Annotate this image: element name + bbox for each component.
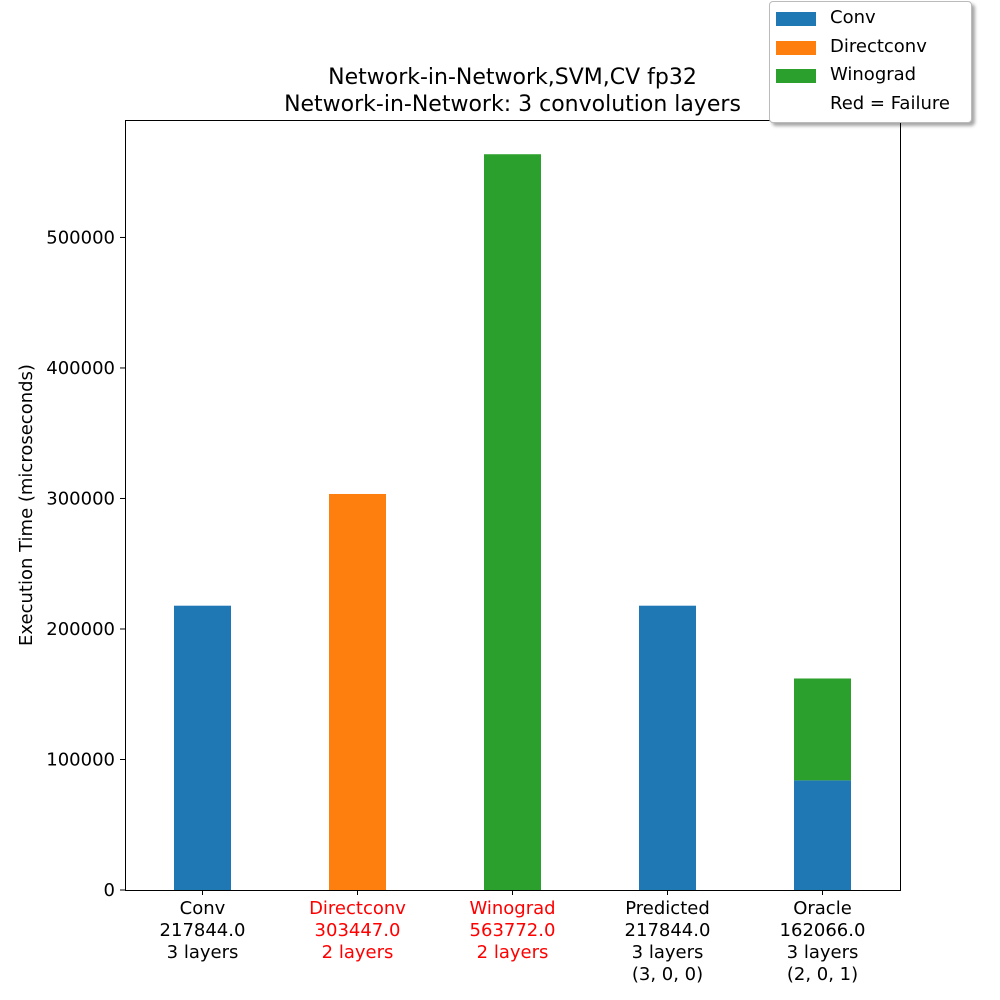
legend-label-conv: Conv (830, 7, 876, 28)
x-tick-label-oracle-line-1: Oracle (793, 898, 852, 919)
legend-swatch-conv (776, 12, 816, 26)
x-tick-label-oracle-line-2: 162066.0 (780, 920, 866, 941)
bar-directconv-directconv (329, 493, 386, 890)
x-tick-label-winograd-line-3: 2 layers (477, 942, 549, 963)
y-axis-label: Execution Time (microseconds) (16, 364, 37, 646)
y-tick-label-200000: 200000 (46, 619, 115, 640)
legend-swatch-directconv (776, 41, 816, 55)
y-tick-label-500000: 500000 (46, 227, 115, 248)
legend-item-winograd: Winograd (776, 62, 971, 90)
chart-title: Network-in-Network,SVM,CV fp32 (328, 65, 697, 90)
chart-subtitle: Network-in-Network: 3 convolution layers (284, 92, 741, 117)
x-tick-label-predicted-line-1: Predicted (625, 898, 710, 919)
x-tick-label-predicted-line-3: 3 layers (632, 942, 704, 963)
y-tick-label-300000: 300000 (46, 488, 115, 509)
x-tick-label-directconv-line-1: Directconv (309, 898, 406, 919)
bar-oracle-winograd (794, 678, 851, 781)
legend-swatch-winograd (776, 69, 816, 83)
x-tick-label-winograd-line-1: Winograd (469, 898, 555, 919)
bars-layer (174, 154, 851, 891)
x-tick-label-directconv-line-3: 2 layers (322, 942, 394, 963)
legend-label-winograd: Winograd (830, 64, 917, 85)
bar-predicted-conv (639, 605, 696, 890)
x-tick-label-directconv-line-2: 303447.0 (315, 920, 401, 941)
x-tick-label-winograd-line-2: 563772.0 (470, 920, 556, 941)
x-tick-label-conv-line-1: Conv (180, 898, 226, 919)
y-axis: 0 100000 200000 300000 400000 500000 (46, 227, 125, 901)
bar-oracle-conv (794, 780, 851, 890)
legend-item-directconv: Directconv (776, 34, 971, 62)
y-tick-label-0: 0 (104, 880, 115, 901)
bar-winograd-winograd (484, 154, 541, 891)
x-tick-label-conv-line-3: 3 layers (167, 942, 239, 963)
legend-label-failure-note: Red = Failure (830, 93, 950, 114)
plot-frame (125, 120, 901, 891)
x-tick-label-oracle-line-4: (2, 0, 1) (787, 964, 858, 985)
x-tick-label-predicted-line-2: 217844.0 (625, 920, 711, 941)
bar-conv-conv (174, 605, 231, 890)
legend-item-conv: Conv (776, 5, 971, 33)
y-tick-label-400000: 400000 (46, 358, 115, 379)
legend-label-directconv: Directconv (830, 36, 927, 57)
y-tick-label-100000: 100000 (46, 749, 115, 770)
x-tick-label-conv-line-2: 217844.0 (160, 920, 246, 941)
legend: Conv Directconv Winograd Red = Failure (769, 1, 972, 123)
x-tick-label-predicted-line-4: (3, 0, 0) (632, 964, 703, 985)
x-tick-label-oracle-line-3: 3 layers (787, 942, 859, 963)
legend-item-failure-note: Red = Failure (776, 91, 971, 119)
